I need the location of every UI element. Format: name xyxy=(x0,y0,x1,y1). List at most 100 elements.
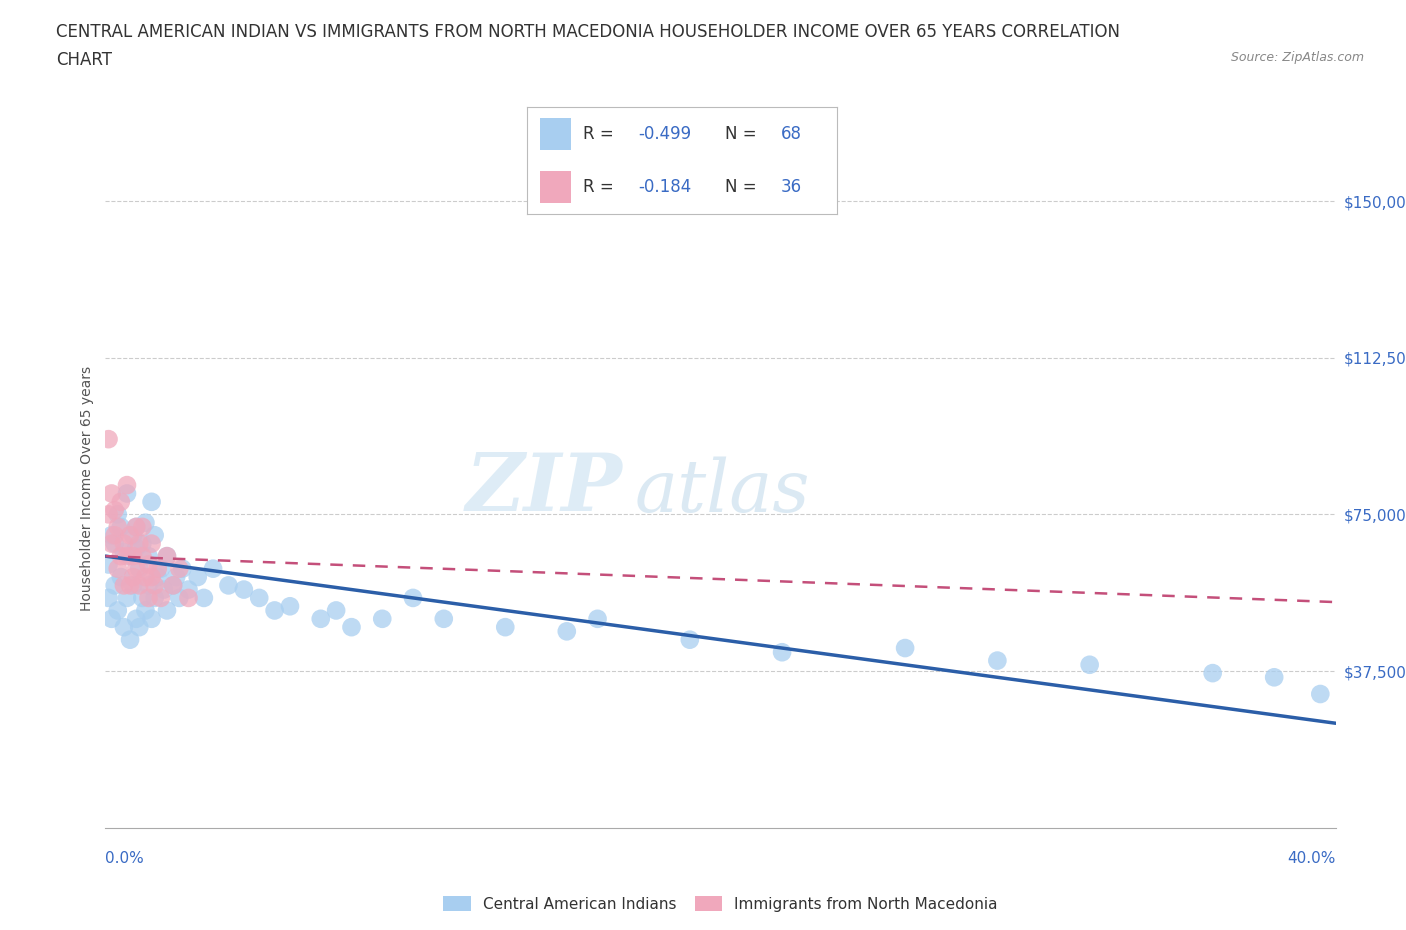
Point xyxy=(340,619,363,634)
Point xyxy=(1201,666,1223,681)
Point xyxy=(134,569,156,584)
Point xyxy=(325,603,347,618)
Point xyxy=(112,537,135,551)
Point xyxy=(125,561,148,576)
Point xyxy=(131,549,153,564)
Point xyxy=(555,624,578,639)
Point xyxy=(134,515,156,530)
Point xyxy=(172,561,194,576)
Point xyxy=(110,520,132,535)
Point xyxy=(494,619,516,634)
Point xyxy=(894,641,917,656)
Point xyxy=(156,549,179,564)
Point xyxy=(120,528,141,543)
Text: -0.184: -0.184 xyxy=(638,179,692,196)
Text: 36: 36 xyxy=(780,179,801,196)
Point xyxy=(433,611,456,626)
Point xyxy=(110,569,132,584)
Point xyxy=(143,591,166,605)
Point xyxy=(263,603,285,618)
Text: Source: ZipAtlas.com: Source: ZipAtlas.com xyxy=(1230,51,1364,64)
Point xyxy=(112,619,135,634)
Point xyxy=(125,520,148,535)
Point xyxy=(1263,670,1285,684)
Point xyxy=(153,582,176,597)
Point xyxy=(138,557,160,572)
Text: -0.499: -0.499 xyxy=(638,125,692,142)
Point xyxy=(97,432,120,446)
Point xyxy=(131,591,153,605)
Point xyxy=(115,591,138,605)
Point xyxy=(169,591,191,605)
Point xyxy=(149,591,172,605)
Point xyxy=(131,537,153,551)
Point xyxy=(141,611,163,626)
Point xyxy=(177,591,200,605)
Point xyxy=(309,611,332,626)
Point xyxy=(100,486,122,501)
Point xyxy=(141,495,163,510)
Point xyxy=(122,528,145,543)
Point xyxy=(125,611,148,626)
Text: R =: R = xyxy=(583,125,619,142)
Text: ZIP: ZIP xyxy=(465,449,621,527)
Point xyxy=(146,561,169,576)
Bar xyxy=(540,118,571,150)
Point xyxy=(679,632,702,647)
Point xyxy=(104,537,127,551)
Text: R =: R = xyxy=(583,179,619,196)
Point xyxy=(100,611,122,626)
Point xyxy=(986,653,1008,668)
Y-axis label: Householder Income Over 65 years: Householder Income Over 65 years xyxy=(80,365,94,611)
Point xyxy=(141,537,163,551)
Point xyxy=(138,549,160,564)
Point xyxy=(131,520,153,535)
Point xyxy=(156,603,179,618)
Point xyxy=(141,569,163,584)
Point xyxy=(770,644,793,659)
Text: 40.0%: 40.0% xyxy=(1288,851,1336,866)
Point xyxy=(143,578,166,592)
Point xyxy=(122,569,145,584)
Point xyxy=(125,540,148,555)
Text: atlas: atlas xyxy=(634,457,810,527)
Point xyxy=(97,507,120,522)
Point xyxy=(146,569,169,584)
Point xyxy=(138,578,160,592)
Point xyxy=(193,591,215,605)
Bar xyxy=(540,171,571,204)
Text: N =: N = xyxy=(725,179,762,196)
Point xyxy=(232,582,254,597)
Point xyxy=(1309,686,1331,701)
Point xyxy=(115,549,138,564)
Point xyxy=(115,478,138,493)
Point xyxy=(128,561,150,576)
Point xyxy=(138,591,160,605)
Point xyxy=(218,578,240,592)
Point xyxy=(97,557,120,572)
Point xyxy=(115,486,138,501)
Legend: Central American Indians, Immigrants from North Macedonia: Central American Indians, Immigrants fro… xyxy=(443,896,998,911)
Point xyxy=(120,549,141,564)
Point xyxy=(107,520,129,535)
Text: 0.0%: 0.0% xyxy=(105,851,145,866)
Point xyxy=(156,549,179,564)
Point xyxy=(125,520,148,535)
Point xyxy=(100,537,122,551)
Text: CHART: CHART xyxy=(56,51,112,69)
Point xyxy=(107,507,129,522)
Point xyxy=(278,599,301,614)
Point xyxy=(120,632,141,647)
Point xyxy=(162,578,184,592)
Point xyxy=(104,578,127,592)
Point xyxy=(402,591,425,605)
Point xyxy=(371,611,394,626)
Point xyxy=(128,578,150,592)
Point xyxy=(128,619,150,634)
Point xyxy=(134,603,156,618)
Point xyxy=(104,503,127,518)
Point xyxy=(107,561,129,576)
Point xyxy=(169,561,191,576)
Point xyxy=(110,495,132,510)
Point xyxy=(247,591,270,605)
